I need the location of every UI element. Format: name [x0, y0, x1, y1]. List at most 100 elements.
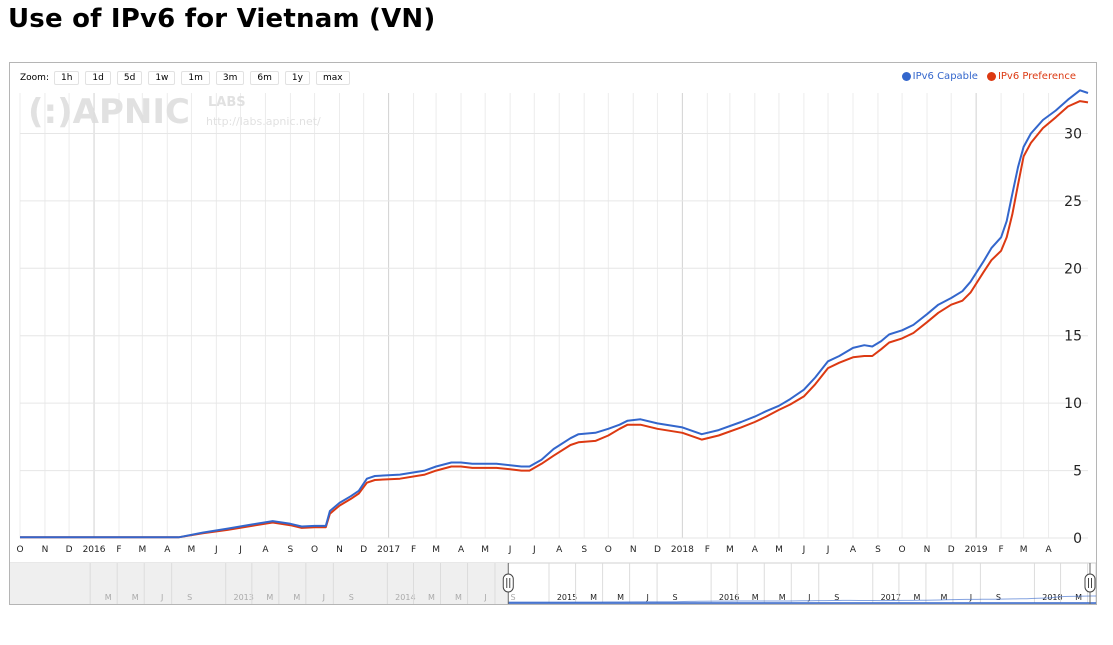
x-tick-label: D — [654, 545, 661, 555]
x-tick-label: J — [802, 545, 806, 555]
x-tick-label: 2019 — [965, 545, 988, 555]
watermark-url: http://labs.apnic.net/ — [206, 115, 321, 128]
x-tick-label: F — [116, 545, 121, 555]
navigator-tick-label: J — [483, 593, 486, 602]
zoom-button-5d[interactable]: 5d — [116, 71, 143, 85]
x-tick-label: J — [826, 545, 830, 555]
zoom-label: Zoom: — [20, 73, 49, 83]
x-tick-label: J — [508, 545, 512, 555]
x-tick-label: O — [16, 545, 23, 555]
x-tick-label: 2017 — [377, 545, 400, 555]
navigator-tick-label: J — [645, 593, 648, 602]
watermark-labs: LABS — [208, 95, 246, 110]
x-tick-label: M — [775, 545, 783, 555]
x-tick-label: S — [581, 545, 587, 555]
y-tick-label: 15 — [1064, 329, 1082, 345]
navigator-tick-label: M — [455, 593, 462, 602]
y-tick-label: 25 — [1064, 194, 1082, 210]
zoom-button-1m[interactable]: 1m — [181, 71, 210, 85]
x-tick-label: N — [42, 545, 49, 555]
navigator-tick-label: M — [617, 593, 624, 602]
x-tick-label: O — [605, 545, 612, 555]
navigator-right-handle[interactable] — [1084, 563, 1096, 604]
navigator-tick-label: 2017 — [881, 593, 901, 602]
grid — [19, 93, 1088, 539]
series-line-ipv6-capable[interactable] — [20, 89, 1089, 539]
chart-frame: Zoom: 1h 1d 5d 1w 1m 3m 6m 1y max IPv6 Capable I… — [9, 62, 1097, 605]
series-line-ipv6-preference[interactable] — [20, 100, 1089, 539]
y-tick-label: 20 — [1064, 261, 1082, 277]
navigator-tick-label: M — [779, 593, 786, 602]
navigator-tick-label: M — [752, 593, 759, 602]
navigator-unselected-range — [10, 563, 509, 604]
navigator-tick-label: M — [1075, 593, 1082, 602]
navigator-tick-label: M — [293, 593, 300, 602]
x-tick-label: N — [336, 545, 343, 555]
navigator-tick-label: S — [510, 593, 515, 602]
y-tick-label: 30 — [1064, 126, 1082, 142]
zoom-button-1w[interactable]: 1w — [148, 71, 176, 85]
zoom-button-1y[interactable]: 1y — [284, 71, 310, 85]
x-tick-label: A — [556, 545, 563, 555]
navigator-tick-label: M — [913, 593, 920, 602]
range-navigator[interactable]: M M J S 2013 M M J S 2014 M M J S 2015 M M J S 2016 M M J S 2017… — [10, 562, 1096, 604]
navigator-handle-grip[interactable] — [1084, 573, 1096, 593]
legend-item-ipv6-preference[interactable]: IPv6 Preference — [986, 71, 1076, 82]
x-tick-label: 2018 — [671, 545, 694, 555]
x-tick-label: J — [532, 545, 536, 555]
zoom-bar: Zoom: 1h 1d 5d 1w 1m 3m 6m 1y max — [20, 71, 356, 85]
chart-area[interactable]: O N D 2016 F M A M J J A S O N D 2017 F M A M J J A S O N D 2018 F M A… — [10, 63, 1096, 604]
navigator-tick-label: S — [996, 593, 1001, 602]
navigator-handle-grip[interactable] — [502, 573, 514, 593]
x-tick-label: D — [66, 545, 73, 555]
navigator-series-line — [508, 595, 1096, 603]
x-tick-label: A — [1045, 545, 1052, 555]
x-tick-label: N — [630, 545, 637, 555]
zoom-button-1h[interactable]: 1h — [53, 71, 80, 85]
navigator-tick-label: S — [187, 593, 192, 602]
legend-item-ipv6-capable[interactable]: IPv6 Capable — [901, 71, 978, 82]
y-tick-label: 10 — [1064, 396, 1082, 412]
navigator-tick-label: J — [322, 593, 325, 602]
apnic-labs-watermark: (:)APNIC LABS http://labs.apnic.net/ — [28, 92, 321, 132]
x-tick-label: M — [1020, 545, 1028, 555]
x-tick-label: A — [164, 545, 171, 555]
navigator-tick-label: S — [349, 593, 354, 602]
navigator-tick-label: S — [673, 593, 678, 602]
zoom-button-1d[interactable]: 1d — [85, 71, 111, 85]
x-tick-label: A — [458, 545, 465, 555]
x-tick-label: F — [411, 545, 416, 555]
x-tick-label: S — [875, 545, 881, 555]
x-tick-label: J — [214, 545, 218, 555]
zoom-button-6m[interactable]: 6m — [250, 71, 279, 85]
x-tick-label: J — [238, 545, 242, 555]
chart-legend: IPv6 Capable IPv6 Preference — [893, 71, 1076, 82]
navigator-tick-label: 2013 — [234, 593, 254, 602]
watermark-logo: (:)APNIC — [28, 92, 190, 132]
legend-label-ipv6-capable: IPv6 Capable — [912, 71, 978, 82]
x-tick-label: A — [752, 545, 759, 555]
navigator-tick-label: J — [160, 593, 163, 602]
x-tick-label: A — [850, 545, 857, 555]
x-tick-label: M — [726, 545, 734, 555]
zoom-button-max[interactable]: max — [315, 71, 350, 85]
legend-label-ipv6-preference: IPv6 Preference — [997, 71, 1076, 82]
x-tick-label: 2016 — [83, 545, 106, 555]
y-tick-label: 5 — [1073, 464, 1082, 480]
x-tick-label: M — [138, 545, 146, 555]
y-tick-label: 0 — [1073, 531, 1082, 547]
navigator-tick-label: J — [969, 593, 972, 602]
x-tick-label: D — [360, 545, 367, 555]
navigator-left-handle[interactable] — [502, 563, 514, 604]
zoom-button-3m[interactable]: 3m — [215, 71, 245, 85]
navigator-tick-label: M — [940, 593, 947, 602]
navigator-tick-label: 2014 — [395, 593, 415, 602]
x-tick-label: O — [311, 545, 318, 555]
navigator-tick-label: 2016 — [719, 593, 739, 602]
legend-dot-ipv6-capable — [901, 72, 911, 81]
navigator-tick-label: M — [590, 593, 597, 602]
zoom-buttons: 1h 1d 5d 1w 1m 3m 6m 1y max — [53, 71, 356, 85]
x-tick-label: D — [948, 545, 955, 555]
navigator-tick-label: M — [132, 593, 139, 602]
navigator-tick-label: J — [807, 593, 810, 602]
